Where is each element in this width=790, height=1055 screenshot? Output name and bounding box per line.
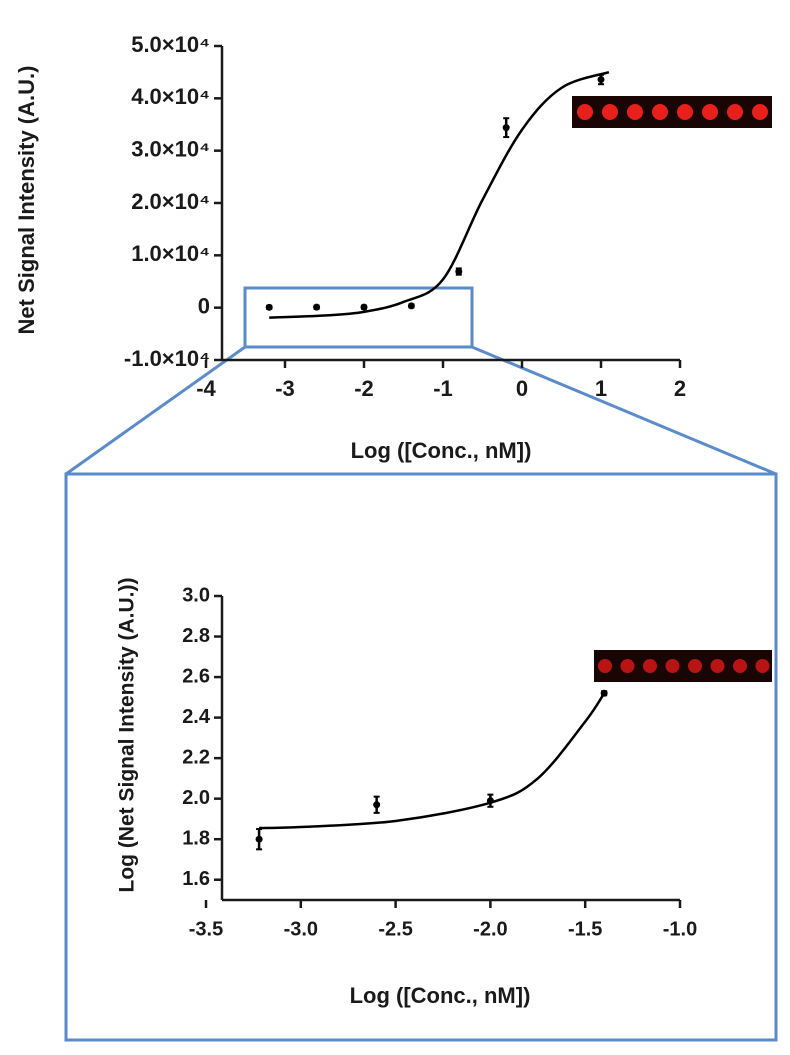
fit-curve [269,70,610,319]
y-tick-label: 1.0×10⁴ [131,241,210,266]
x-tick-label: -2.0 [473,918,507,940]
spot [598,659,612,673]
x-axis-label: Log ([Conc., nM]) [350,983,531,1008]
spot [733,659,747,673]
spot [652,104,668,120]
x-tick-label: 0 [516,376,528,401]
y-tick-label: 4.0×10⁴ [131,84,210,109]
x-tick-label: -2 [354,376,374,401]
y-tick-label: 1.6 [182,868,210,890]
spot [577,104,593,120]
data-point [600,689,608,697]
data-point [313,303,321,311]
x-tick-label: -1 [433,376,453,401]
x-axis-label: Log ([Conc., nM]) [351,438,532,463]
y-axis-label: Log (Net Signal Intensity (A.U.)) [116,578,139,893]
x-tick-label: 2 [674,376,686,401]
x-tick-label: 1 [595,376,607,401]
spot [755,659,770,673]
y-tick-label: 2.0×10⁴ [131,189,210,214]
x-tick-label: -4 [196,376,216,401]
data-point [502,124,510,132]
y-tick-label: 2.8 [182,625,210,647]
data-point [407,302,415,310]
y-tick-label: 2.2 [182,746,210,768]
x-tick-label: -3.5 [189,918,223,940]
x-tick-label: -1.5 [568,918,602,940]
y-tick-label: 2.4 [182,706,211,728]
spot [665,659,680,673]
data-point [455,268,463,276]
x-tick-label: -3.0 [284,918,318,940]
spot [620,659,635,673]
y-tick-label: 3.0 [182,584,210,606]
data-point [486,797,494,805]
data-point [597,75,605,83]
spot [752,104,768,120]
zoom-panel [64,472,778,1042]
y-tick-label: -1.0×10⁴ [124,346,210,371]
x-tick-label: -1.0 [663,918,697,940]
spot [702,104,718,120]
spot [643,659,657,673]
zoom-box [243,286,474,349]
zoom-connector [471,345,777,476]
spot [627,104,643,120]
y-tick-label: 1.8 [182,827,210,849]
zoom-connector [65,345,246,476]
y-tick-label: 3.0×10⁴ [131,136,210,161]
x-tick-label: -3 [275,376,295,401]
data-point [373,801,381,809]
y-axis-label: Net Signal Intensity (A.U.) [14,66,39,335]
x-tick-label: -2.5 [378,918,412,940]
spot [688,659,702,673]
y-tick-label: 5.0×10⁴ [131,32,210,57]
data-point [265,303,273,311]
y-tick-label: 2.6 [182,665,210,687]
y-tick-label: 0 [198,293,210,318]
spot [602,104,618,120]
y-tick-label: 2.0 [182,787,210,809]
data-point [255,835,263,843]
spot [677,104,693,120]
spot-images [572,96,772,682]
spot [727,104,743,120]
fit-curve [259,692,606,830]
spot [710,659,725,673]
data-point [360,303,368,311]
